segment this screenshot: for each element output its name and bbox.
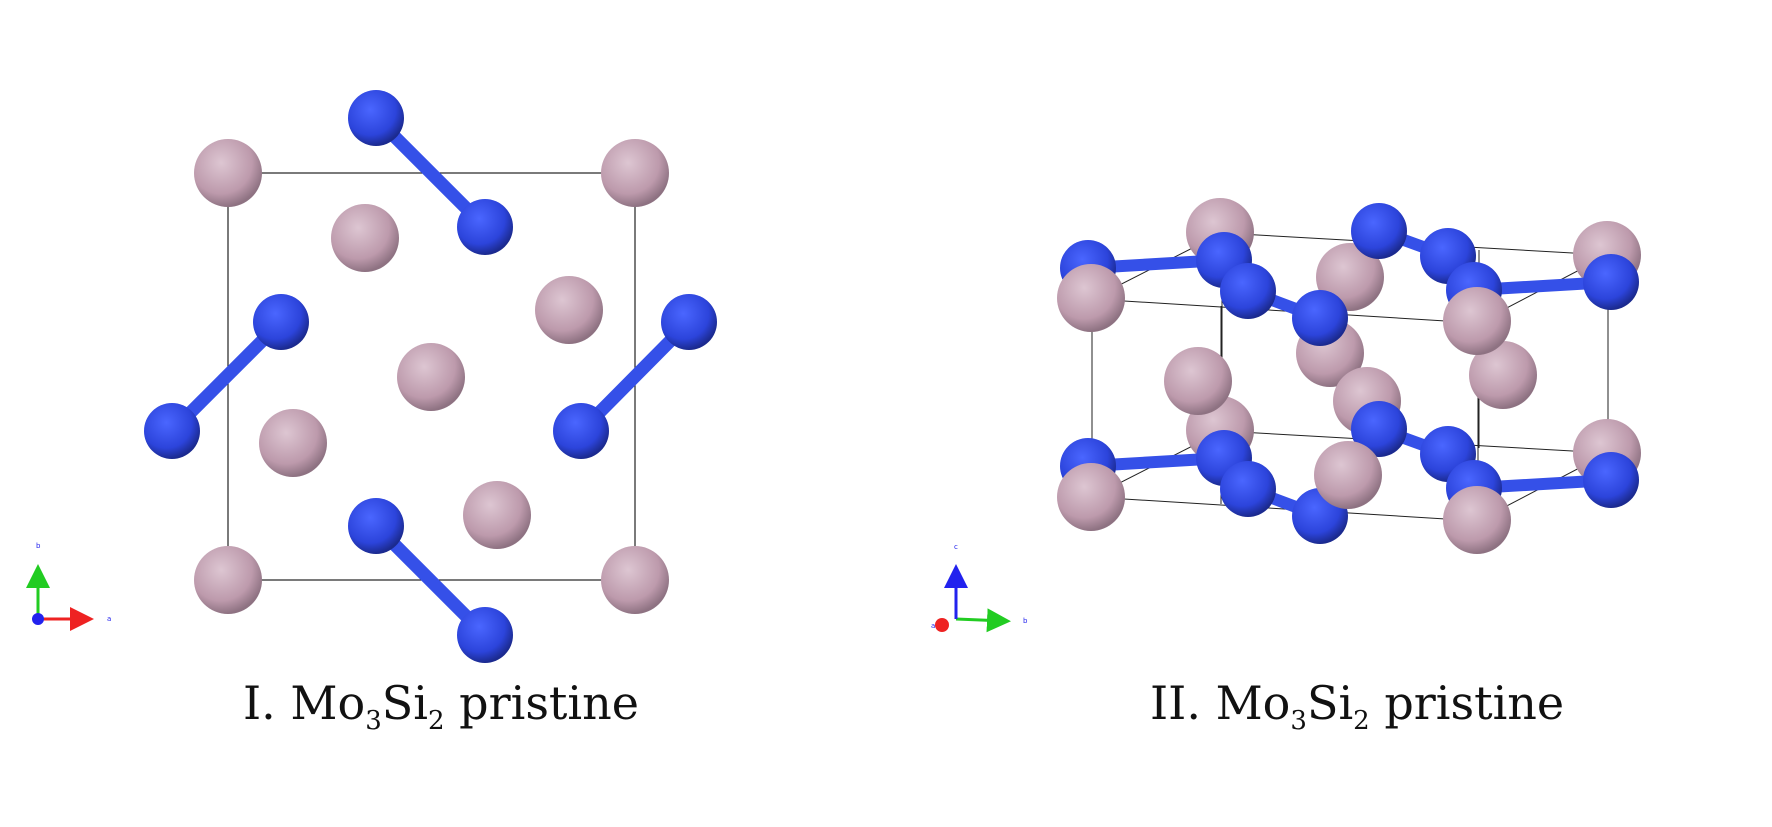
caption-element: Si [1306,676,1354,730]
si-atom [457,607,513,663]
mo-atom [1469,341,1537,409]
mo-atom [601,546,669,614]
caption-subscript: 3 [1290,706,1307,736]
si-atom [661,294,717,350]
mo-atom [1057,264,1125,332]
mo-atom [1314,441,1382,509]
axis-out-of-plane-label: a [931,622,935,630]
axis-horizontal-label: b [1023,617,1028,625]
mo-atoms-front [1057,264,1511,554]
caption-prefix: II. Mo [1150,676,1291,730]
mo-atom [397,343,465,411]
mo-atom [463,481,531,549]
axis-vertical-label: c [954,543,958,551]
caption-subscript: 2 [428,706,445,736]
caption-suffix: pristine [1369,676,1565,730]
mo-atom [259,409,327,477]
axis-horizontal-arrow [955,608,1011,633]
panel-2-caption: II. Mo3Si2 pristine [1150,676,1564,736]
mo-atom [1443,287,1511,355]
si-atoms [144,90,717,663]
si-atom [1220,263,1276,319]
axis-vertical-label: b [36,542,41,550]
caption-element: Si [381,676,428,730]
si-atom [1220,461,1276,517]
panel-1-caption: I. Mo3Si2 pristine [243,676,639,736]
caption-prefix: I. Mo [243,676,366,730]
si-atom [1351,203,1407,259]
si-atom [1583,254,1639,310]
mo-atom [1057,463,1125,531]
mo-atom [1164,347,1232,415]
mo-atom [601,139,669,207]
mo-atom [535,276,603,344]
mo-atom [1443,486,1511,554]
panel-1-structure: a b [26,90,717,663]
si-atom [348,498,404,554]
si-atom [348,90,404,146]
caption-suffix: pristine [444,676,639,730]
si-atom [457,199,513,255]
si-atom [553,403,609,459]
mo-atom [194,546,262,614]
mo-atoms [194,139,669,614]
axis-origin-dot [32,613,44,625]
axis-origin-dot [935,618,949,632]
caption-subscript: 3 [365,706,382,736]
axis-horizontal-label: a [107,615,111,623]
si-atom [1292,290,1348,346]
si-atom [1351,401,1407,457]
panel-2-structure: b c a [931,198,1641,633]
caption-subscript: 2 [1353,706,1370,736]
mo-atom [194,139,262,207]
axis-triad-1: a b [26,542,111,631]
si-atom [144,403,200,459]
si-atom [253,294,309,350]
si-atom [1583,452,1639,508]
axis-triad-2: b c a [931,543,1028,633]
mo-atom [331,204,399,272]
